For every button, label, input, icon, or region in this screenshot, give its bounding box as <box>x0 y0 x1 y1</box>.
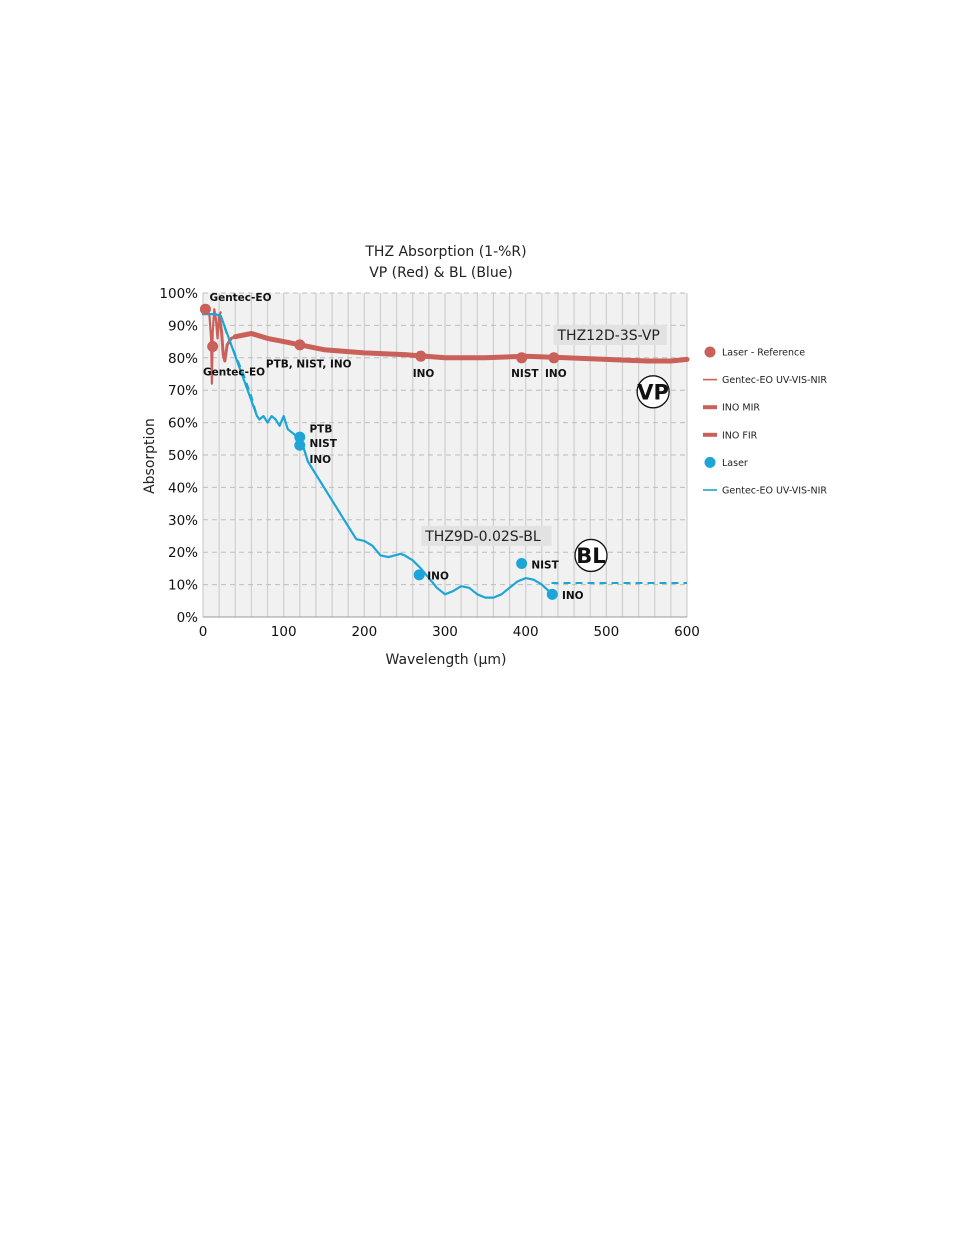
series-name-box-bg <box>421 525 552 546</box>
series-name-box: THZ12D-3S-VP <box>553 324 667 345</box>
series-badge: VP <box>636 375 670 409</box>
annotation-label: PTB, NIST, INO <box>266 359 352 371</box>
series-line-2 <box>217 314 237 363</box>
annotation-label: NIST <box>511 368 539 380</box>
annotation-label: Gentec-EO <box>209 292 271 304</box>
legend-item: Laser <box>704 456 748 469</box>
grid <box>202 292 688 617</box>
data-point <box>294 431 306 443</box>
data-point <box>199 303 211 315</box>
annotation-label: INO <box>545 368 567 380</box>
data-point <box>516 558 528 570</box>
legend-label: Laser - Reference <box>722 348 805 359</box>
legend-item: INO FIR <box>703 430 758 441</box>
y-tick-label: 70% <box>168 383 198 399</box>
series-line-5 <box>201 313 554 599</box>
y-tick-label: 30% <box>168 513 198 529</box>
x-tick-label: 600 <box>674 624 700 640</box>
series-name-text: THZ9D-0.02S-BL <box>424 529 541 545</box>
y-tick-label: 90% <box>168 318 198 334</box>
y-tick-label: 10% <box>168 578 198 594</box>
annotation-label: NIST <box>531 559 559 571</box>
annotation-label: INO <box>309 454 331 466</box>
data-point <box>294 439 306 451</box>
annotation-label: INO <box>562 590 584 602</box>
y-axis-label: Absorption <box>142 418 158 494</box>
x-axis-label: Wavelength (µm) <box>386 652 507 668</box>
x-tick-label: 500 <box>593 624 619 640</box>
series-name-box-bg <box>553 324 667 345</box>
annotation-label: INO <box>413 368 435 380</box>
axes: 0 100 200 300 400 500 600 0% 10% 20% 30% 40% 50% 60% 7… <box>159 286 700 640</box>
series-name-box: THZ9D-0.02S-BL <box>421 525 552 546</box>
x-tick-label: 200 <box>351 624 377 640</box>
series-name-text: THZ12D-3S-VP <box>557 328 660 344</box>
y-tick-label: 20% <box>168 545 198 561</box>
series-line-1 <box>205 308 222 385</box>
annotation-label: PTB <box>309 423 332 435</box>
x-tick-label: 0 <box>199 624 208 640</box>
x-tick-label: 100 <box>271 624 297 640</box>
y-tick-label: 50% <box>168 448 198 464</box>
data-point <box>516 352 528 364</box>
data-point <box>546 588 558 600</box>
y-tick-label: 0% <box>177 610 199 626</box>
legend-item: Gentec-EO UV-VIS-NIR <box>703 375 827 386</box>
series-dashed-segment <box>219 315 258 417</box>
chart-title: THZ Absorption (1-%R) VP (Red) & BL (Blu… <box>364 244 526 281</box>
annotation-label: NIST <box>309 438 337 450</box>
legend-item: INO MIR <box>703 403 760 414</box>
data-point <box>415 350 427 362</box>
series-badge: BL <box>574 538 608 573</box>
legend-label: Gentec-EO UV-VIS-NIR <box>722 486 827 497</box>
annotation-label: INO <box>427 571 449 583</box>
legend-label: INO FIR <box>722 430 758 441</box>
legend-label: INO MIR <box>722 403 760 414</box>
legend-marker <box>704 346 716 358</box>
series-badge-text: VP <box>637 380 669 404</box>
legend-label: Laser <box>722 458 748 469</box>
legend-marker <box>704 456 716 468</box>
chart-title-line-1: THZ Absorption (1-%R) <box>364 244 526 260</box>
data-point <box>413 569 425 581</box>
series-layer <box>199 303 690 600</box>
series-badge-text: BL <box>576 544 605 568</box>
legend-item: Laser - Reference <box>704 346 805 359</box>
y-tick-label: 100% <box>159 286 198 302</box>
legend-label: Gentec-EO UV-VIS-NIR <box>722 375 827 386</box>
data-point <box>207 340 219 352</box>
data-point <box>294 339 306 351</box>
legend: Laser - Reference Gentec-EO UV-VIS-NIR INO… <box>703 346 827 497</box>
series-badge-circle <box>574 538 608 573</box>
chart-title-line-2: VP (Red) & BL (Blue) <box>369 265 513 281</box>
y-tick-label: 40% <box>168 480 198 496</box>
data-point <box>548 352 560 364</box>
legend-item: Gentec-EO UV-VIS-NIR <box>703 486 827 497</box>
series-badge-circle <box>636 375 670 409</box>
x-tick-label: 400 <box>513 624 539 640</box>
x-tick-label: 300 <box>432 624 458 640</box>
annotation-label: Gentec-EO <box>203 367 265 379</box>
y-tick-label: 80% <box>168 351 198 367</box>
y-tick-label: 60% <box>168 416 198 432</box>
